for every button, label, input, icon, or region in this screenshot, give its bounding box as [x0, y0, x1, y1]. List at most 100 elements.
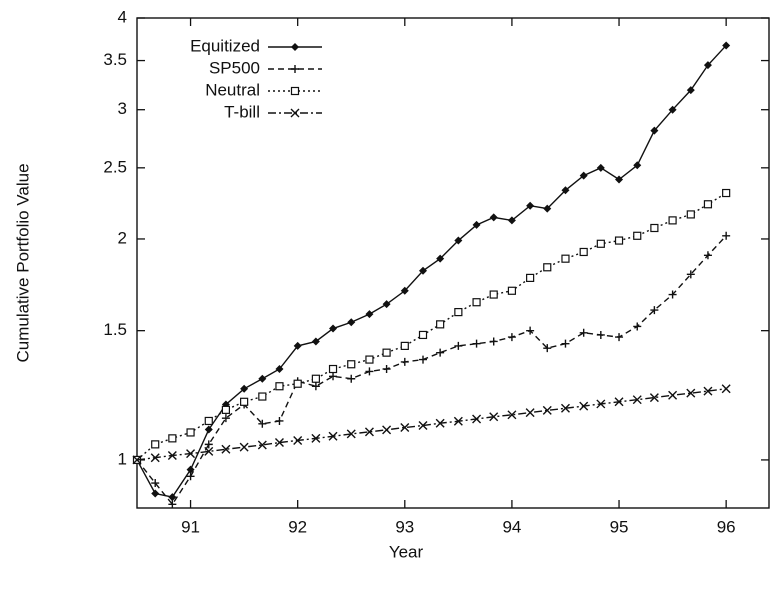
marker-shape — [703, 251, 712, 260]
marker-shape — [418, 421, 428, 431]
marker-shape — [614, 397, 624, 407]
marker-shape — [507, 216, 516, 225]
marker-shape — [258, 374, 267, 383]
marker — [668, 390, 678, 400]
marker-shape — [632, 395, 642, 405]
marker — [328, 431, 338, 441]
legend-label: T-bill — [224, 102, 260, 121]
marker-shape — [293, 341, 302, 350]
marker-shape — [275, 365, 284, 374]
x-tick-label: 94 — [502, 517, 521, 536]
marker — [274, 438, 284, 448]
marker-shape — [382, 425, 392, 435]
marker — [290, 86, 300, 96]
marker-shape — [221, 414, 230, 423]
marker — [579, 247, 588, 257]
marker-shape — [472, 339, 481, 348]
marker — [561, 254, 570, 263]
x-tick-label: 92 — [288, 517, 307, 536]
marker-shape — [346, 429, 356, 439]
marker — [526, 326, 535, 335]
y-tick-label: 3 — [118, 99, 127, 118]
marker-shape — [633, 231, 642, 240]
marker — [400, 341, 409, 351]
marker — [472, 339, 481, 348]
y-tick-label: 4 — [118, 7, 127, 26]
marker — [596, 163, 605, 172]
legend-label: Equitized — [190, 36, 260, 55]
marker — [526, 273, 535, 283]
marker-shape — [526, 273, 535, 283]
marker-shape — [561, 186, 570, 195]
marker-shape — [400, 341, 409, 351]
marker — [454, 236, 463, 245]
marker-shape — [400, 286, 409, 295]
marker-shape — [239, 442, 249, 452]
marker — [507, 410, 517, 420]
marker — [703, 386, 713, 396]
marker — [579, 328, 588, 337]
marker — [525, 408, 535, 418]
marker-shape — [168, 500, 177, 509]
marker — [311, 433, 321, 443]
marker-shape — [489, 337, 498, 346]
marker-shape — [328, 364, 338, 374]
marker-shape — [721, 384, 731, 394]
marker-shape — [703, 61, 712, 70]
marker — [507, 216, 516, 225]
marker-shape — [507, 286, 517, 295]
marker-shape — [436, 254, 445, 263]
marker — [472, 220, 481, 229]
marker — [151, 489, 160, 498]
legend-label: Neutral — [205, 80, 260, 99]
marker — [329, 372, 338, 381]
marker-shape — [418, 330, 428, 340]
marker — [615, 175, 624, 184]
marker-shape — [686, 86, 695, 95]
marker-shape — [650, 126, 659, 135]
marker — [221, 414, 230, 423]
marker-shape — [686, 388, 696, 398]
marker-shape — [419, 355, 428, 364]
x-axis-label: Year — [389, 542, 424, 561]
marker — [472, 414, 482, 424]
marker-shape — [400, 423, 410, 433]
marker — [221, 444, 231, 454]
marker-shape — [561, 339, 570, 348]
marker — [418, 421, 428, 431]
marker-shape — [703, 200, 713, 209]
marker — [167, 450, 177, 460]
marker-shape — [151, 489, 160, 498]
marker-shape — [614, 236, 624, 245]
marker — [650, 223, 659, 233]
marker-shape — [291, 43, 299, 51]
marker — [400, 423, 410, 433]
marker-shape — [329, 324, 338, 333]
marker-shape — [668, 290, 677, 299]
marker — [186, 428, 195, 437]
marker-shape — [722, 188, 731, 198]
marker — [258, 374, 267, 383]
marker — [293, 435, 303, 445]
y-tick-label: 1 — [118, 449, 127, 468]
marker-shape — [204, 446, 214, 456]
marker — [168, 434, 177, 443]
marker-shape — [204, 416, 213, 426]
marker — [419, 355, 428, 364]
marker-shape — [543, 204, 552, 213]
marker-shape — [150, 453, 160, 463]
marker — [151, 440, 160, 449]
marker — [596, 239, 605, 248]
marker — [454, 341, 463, 350]
marker-shape — [543, 263, 552, 272]
marker — [435, 418, 445, 428]
marker — [686, 388, 696, 398]
marker — [633, 161, 642, 170]
marker-shape — [151, 479, 160, 488]
marker-shape — [579, 401, 589, 411]
marker-shape — [596, 163, 605, 172]
marker-shape — [454, 236, 463, 245]
marker — [722, 188, 731, 198]
marker-shape — [668, 105, 677, 114]
legend-label: SP500 — [209, 58, 260, 77]
